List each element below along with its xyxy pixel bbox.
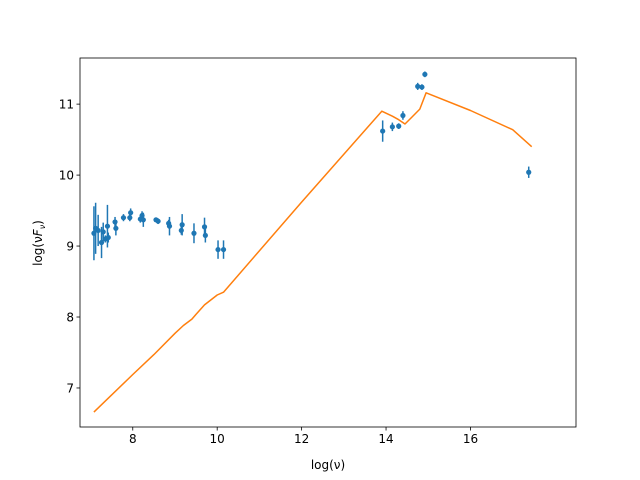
x-axis-label: log(ν)	[311, 458, 345, 472]
y-tick-label: 9	[66, 239, 74, 253]
y-tick-label: 10	[59, 168, 74, 182]
data-point	[415, 83, 421, 89]
plot-frame	[79, 57, 577, 428]
y-axis-ticks: 7 8 9 10 11	[59, 97, 80, 395]
y-tick-label: 8	[66, 310, 74, 324]
data-point	[100, 229, 106, 235]
y-axis-label-part: )	[31, 220, 45, 225]
data-point	[155, 218, 161, 224]
data-point	[113, 225, 119, 231]
data-point	[105, 234, 111, 241]
data-point	[215, 246, 221, 253]
y-axis-label-part: log(ν	[31, 236, 45, 266]
data-point	[202, 232, 208, 239]
data-point	[98, 239, 105, 246]
data-point	[127, 215, 133, 221]
data-point	[112, 219, 118, 225]
y-tick-label: 7	[66, 381, 74, 395]
x-tick-label: 8	[129, 432, 137, 446]
model-curve	[93, 92, 533, 413]
y-axis-label: log(νFν)	[31, 220, 47, 266]
data-point	[179, 222, 185, 228]
plot-area	[80, 58, 576, 427]
model-curve-layer	[93, 92, 533, 413]
y-tick-label: 11	[59, 97, 74, 111]
data-points-layer	[91, 71, 532, 261]
x-tick-label: 12	[294, 432, 309, 446]
data-point	[191, 230, 197, 236]
x-tick-label: 10	[210, 432, 225, 446]
data-point	[396, 123, 402, 129]
data-point	[220, 246, 227, 253]
y-axis-label-part: ν	[38, 224, 47, 229]
data-point	[166, 223, 173, 229]
data-point	[95, 227, 101, 234]
data-point	[128, 210, 134, 216]
data-point	[526, 169, 532, 175]
y-axis-label-part: F	[31, 228, 45, 236]
data-point	[419, 84, 425, 90]
data-point	[201, 224, 208, 230]
data-point	[120, 215, 127, 221]
data-point	[389, 124, 395, 130]
data-point	[400, 112, 406, 119]
data-point	[380, 128, 386, 134]
x-tick-label: 14	[378, 432, 393, 446]
data-point	[178, 227, 184, 234]
data-point	[422, 71, 428, 77]
x-axis-ticks: 8 10 12 14 16	[129, 427, 478, 446]
data-point	[140, 217, 146, 223]
x-tick-label: 16	[463, 432, 478, 446]
data-point	[104, 223, 111, 229]
